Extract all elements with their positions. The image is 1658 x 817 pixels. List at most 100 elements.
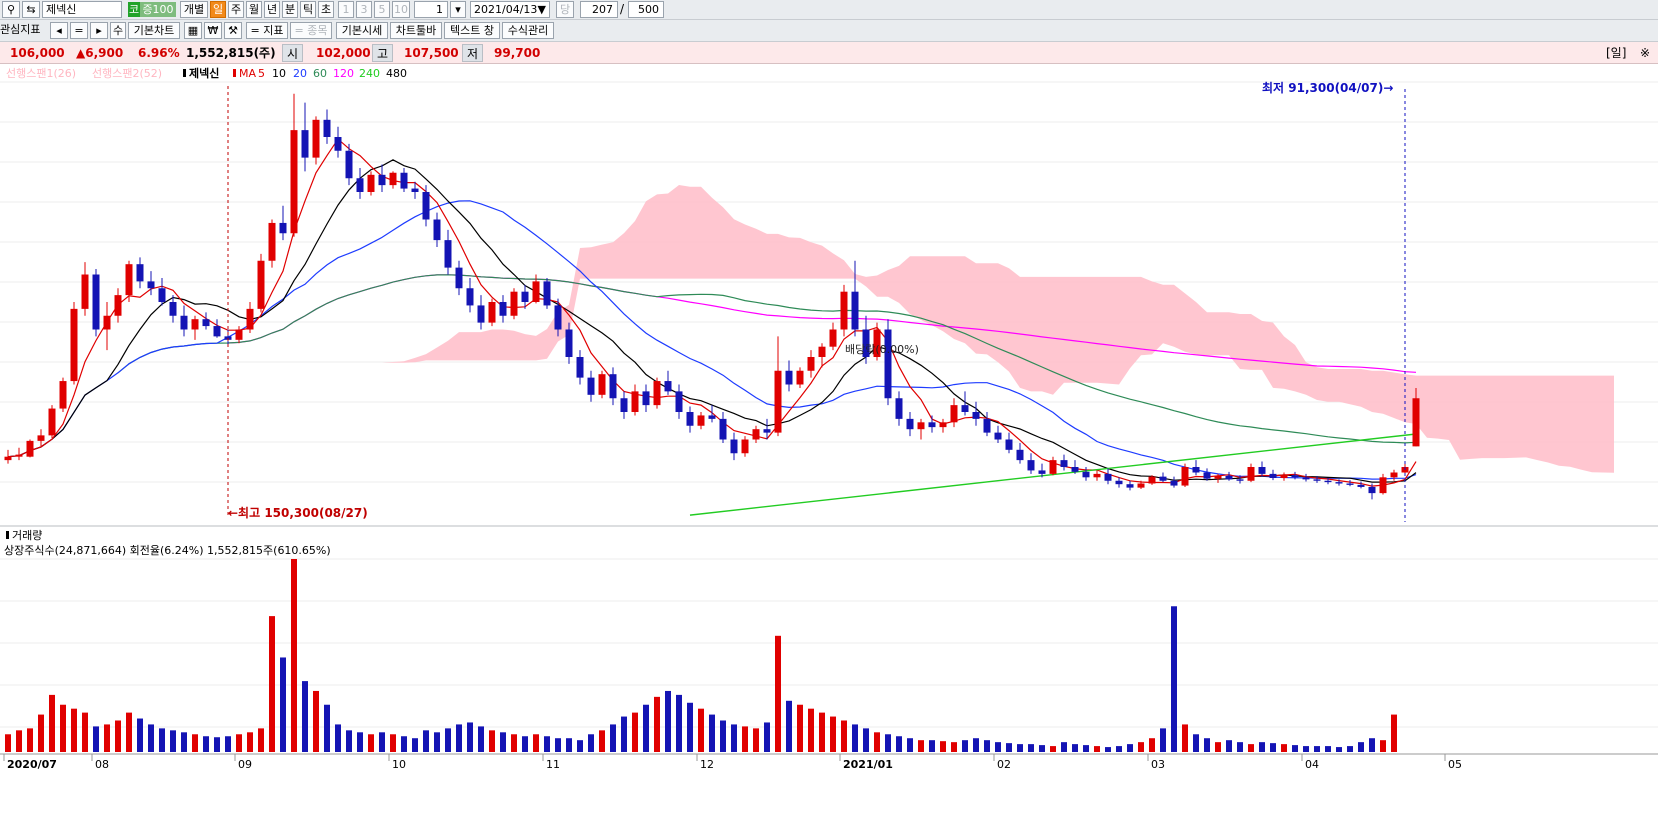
settings-icon[interactable]: ※ bbox=[1640, 46, 1651, 60]
candle bbox=[675, 384, 683, 419]
volume-bar bbox=[434, 732, 440, 752]
volume-bar bbox=[643, 704, 649, 752]
volume-bar bbox=[1391, 714, 1397, 752]
basic-quote-button[interactable]: 기본시세 bbox=[336, 22, 388, 39]
candle bbox=[1313, 475, 1321, 483]
candle-body bbox=[939, 422, 947, 428]
volume-bar bbox=[313, 690, 319, 752]
candle bbox=[422, 185, 430, 227]
interval-input[interactable]: 1 bbox=[414, 1, 448, 18]
toolbar-top: ⚲ ⇆ 제넥신 코 증100 개별 일 주 월 년 분 틱 초 1 3 5 10… bbox=[0, 0, 1658, 20]
volume-bars bbox=[5, 559, 1397, 752]
period-tick-button[interactable]: 틱 bbox=[300, 1, 316, 18]
volume-bar bbox=[874, 732, 880, 752]
candle-body bbox=[1313, 479, 1321, 481]
current-date-button[interactable]: 당 bbox=[556, 1, 574, 18]
candle bbox=[972, 401, 980, 426]
nav-next-button[interactable]: ▸ bbox=[90, 22, 108, 39]
interval-dropdown-icon[interactable]: ▾ bbox=[450, 1, 466, 18]
view-individual-button[interactable]: 개별 bbox=[180, 1, 208, 18]
volume-bar bbox=[599, 730, 605, 752]
candle bbox=[741, 436, 749, 457]
total-input[interactable]: 500 bbox=[628, 1, 664, 18]
x-tick-label: 04 bbox=[1305, 758, 1319, 771]
tool-icon[interactable]: ⚒ bbox=[224, 22, 242, 39]
date-picker[interactable]: 2021/04/13 ▼ bbox=[470, 1, 550, 18]
refresh-icon[interactable]: ⇆ bbox=[22, 1, 40, 18]
count-input[interactable]: 207 bbox=[580, 1, 618, 18]
period-day-button[interactable]: 일 bbox=[210, 1, 226, 18]
candle bbox=[939, 418, 947, 433]
candle bbox=[37, 429, 45, 447]
volume-bar bbox=[258, 728, 264, 752]
item-button[interactable]: = 종목 bbox=[290, 22, 332, 39]
currency-icon[interactable]: ₩ bbox=[204, 22, 222, 39]
candle-body bbox=[180, 315, 188, 330]
candle bbox=[664, 370, 672, 395]
formula-manager-button[interactable]: 수식관리 bbox=[502, 22, 554, 39]
candle-body bbox=[906, 418, 914, 430]
candle-icon[interactable]: ▦ bbox=[184, 22, 202, 39]
nav-reset-button[interactable]: = bbox=[70, 22, 88, 39]
volume-bar bbox=[104, 724, 110, 752]
candle-body bbox=[466, 288, 474, 306]
volume-bar bbox=[71, 708, 77, 752]
interval-1-button[interactable]: 1 bbox=[338, 1, 354, 18]
volume-bar bbox=[654, 696, 660, 752]
market-badge: 코 bbox=[128, 2, 140, 17]
indicator-button[interactable]: = 지표 bbox=[246, 22, 288, 39]
x-tick-label: 05 bbox=[1448, 758, 1462, 771]
x-tick-label: 10 bbox=[392, 758, 406, 771]
watch-indicator-button[interactable]: 관심지표 bbox=[0, 23, 41, 36]
legend-stock-name: 제넥신 bbox=[189, 66, 219, 80]
period-tag[interactable]: [일] bbox=[1606, 46, 1627, 60]
volume-bar bbox=[291, 559, 297, 752]
volume-bar bbox=[775, 635, 781, 752]
text-window-button[interactable]: 텍스트 창 bbox=[444, 22, 500, 39]
interval-10-button[interactable]: 10 bbox=[392, 1, 410, 18]
volume-bar bbox=[478, 726, 484, 752]
basic-chart-button[interactable]: 기본차트 bbox=[128, 22, 180, 39]
candle bbox=[26, 439, 34, 458]
candle-body bbox=[1170, 480, 1178, 486]
chart-toolbar-button[interactable]: 차트툴바 bbox=[390, 22, 442, 39]
volume-bar bbox=[1182, 724, 1188, 752]
stock-name-input[interactable]: 제넥신 bbox=[42, 1, 122, 18]
candle-body bbox=[1203, 472, 1211, 479]
candle-body bbox=[191, 319, 199, 330]
volume-bar bbox=[720, 720, 726, 752]
volume-bar bbox=[1281, 744, 1287, 752]
volume-bar bbox=[1072, 744, 1078, 752]
legend-span2: 선행스팬2(52) bbox=[92, 67, 162, 80]
candle-body bbox=[543, 281, 551, 306]
candle bbox=[543, 277, 551, 309]
candle bbox=[829, 322, 837, 351]
candle bbox=[4, 449, 12, 464]
period-year-button[interactable]: 년 bbox=[264, 1, 280, 18]
volume-bar bbox=[49, 694, 55, 752]
candle-body bbox=[1412, 398, 1420, 447]
candle-body bbox=[741, 439, 749, 454]
candle-body bbox=[829, 329, 837, 347]
candle-body bbox=[1159, 476, 1167, 481]
period-week-button[interactable]: 주 bbox=[228, 1, 244, 18]
price-info-bar: 106,000 ▲6,900 6.96% 1,552,815(주) 시 102,… bbox=[0, 42, 1658, 64]
modify-button[interactable]: 수 bbox=[110, 22, 126, 39]
search-icon[interactable]: ⚲ bbox=[2, 1, 20, 18]
volume-bar bbox=[1083, 745, 1089, 752]
candle bbox=[1170, 476, 1178, 488]
interval-3-button[interactable]: 3 bbox=[356, 1, 372, 18]
period-month-button[interactable]: 월 bbox=[246, 1, 262, 18]
candle bbox=[499, 295, 507, 323]
candle-body bbox=[642, 391, 650, 406]
candle bbox=[1379, 473, 1387, 495]
period-second-button[interactable]: 초 bbox=[318, 1, 334, 18]
candle-body bbox=[433, 219, 441, 241]
interval-5-button[interactable]: 5 bbox=[374, 1, 390, 18]
candle-body bbox=[1346, 483, 1354, 485]
period-minute-button[interactable]: 분 bbox=[282, 1, 298, 18]
nav-prev-button[interactable]: ◂ bbox=[50, 22, 68, 39]
stock-chart[interactable]: 선행스팬1(26) 선행스팬2(52) 제넥신 MA 5 10 20 60 12… bbox=[0, 64, 1658, 814]
chart-area[interactable]: 선행스팬1(26) 선행스팬2(52) 제넥신 MA 5 10 20 60 12… bbox=[0, 64, 1658, 814]
candle-body bbox=[1214, 475, 1222, 479]
